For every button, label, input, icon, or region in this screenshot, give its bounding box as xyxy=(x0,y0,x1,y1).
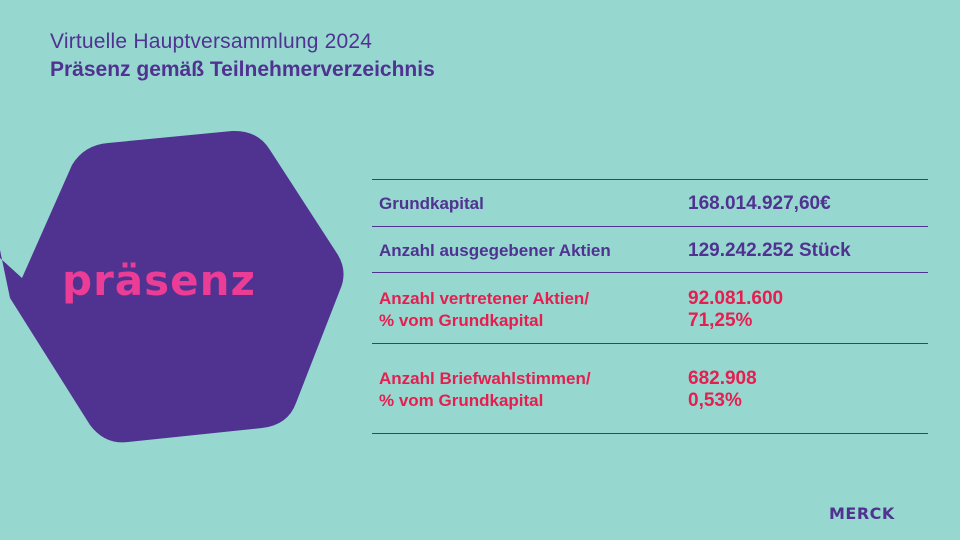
row-value: 92.081.600 71,25% xyxy=(688,288,928,343)
row-value: 168.014.927,60€ xyxy=(688,193,831,214)
attendance-table: Grundkapital 168.014.927,60€ Anzahl ausg… xyxy=(372,179,928,434)
table-row-postal-votes: Anzahl Briefwahlstimmen/ % vom Grundkapi… xyxy=(372,343,928,434)
row-label-line1: Anzahl Briefwahlstimmen/ xyxy=(379,369,591,388)
row-value: 129.242.252 Stück xyxy=(688,240,851,261)
row-label: Anzahl ausgegebener Aktien xyxy=(379,241,611,260)
table-row-represented-shares: Anzahl vertretener Aktien/ % vom Grundka… xyxy=(372,272,928,343)
row-value: 682.908 0,53% xyxy=(688,368,928,433)
row-label: Anzahl Briefwahlstimmen/ % vom Grundkapi… xyxy=(372,368,688,433)
merck-logo: MERCK xyxy=(829,504,895,523)
hexagon-graphic xyxy=(0,130,344,443)
row-label-line1: Anzahl vertretener Aktien/ xyxy=(379,289,590,308)
hexagon-shape xyxy=(0,130,344,443)
row-value-line1: 682.908 xyxy=(688,368,757,389)
row-value-line2: 71,25% xyxy=(688,310,753,331)
page-subtitle: Präsenz gemäß Teilnehmerverzeichnis xyxy=(50,58,435,81)
table-row-issued-shares: Anzahl ausgegebener Aktien 129.242.252 S… xyxy=(372,226,928,272)
presence-wordmark: präsenz xyxy=(62,256,256,305)
row-value-line2: 0,53% xyxy=(688,390,742,411)
row-label: Anzahl vertretener Aktien/ % vom Grundka… xyxy=(372,288,688,343)
row-value-line1: 92.081.600 xyxy=(688,288,784,309)
row-label-line2: % vom Grundkapital xyxy=(379,391,544,410)
row-label: Grundkapital xyxy=(379,194,484,213)
page-title: Virtuelle Hauptversammlung 2024 xyxy=(50,30,373,53)
table-row-share-capital: Grundkapital 168.014.927,60€ xyxy=(372,179,928,226)
row-label-line2: % vom Grundkapital xyxy=(379,311,544,330)
